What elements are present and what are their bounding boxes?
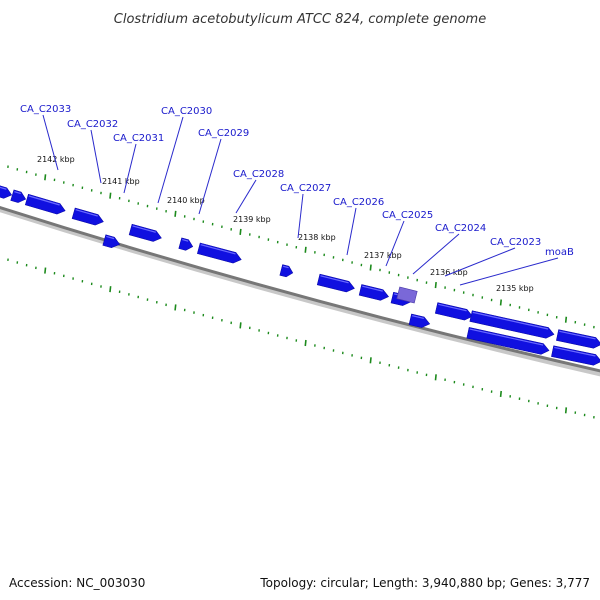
inner-tick-ring — [7, 258, 595, 419]
gene-label[interactable]: CA_C2024 — [435, 223, 486, 234]
gene-arrow — [10, 189, 27, 203]
gene-label[interactable]: CA_C2028 — [233, 169, 284, 180]
gene-arrow — [24, 193, 66, 215]
backbone-shadow — [0, 206, 600, 377]
gene-arrow — [466, 327, 550, 355]
inner-tick-major — [239, 322, 242, 329]
outer-tick-major — [239, 228, 242, 235]
gene-leader-line — [157, 116, 184, 204]
gene-arrow — [102, 234, 121, 249]
gene-label[interactable]: CA_C2033 — [20, 104, 71, 115]
inner-tick-major — [44, 267, 47, 274]
backbone-circle — [0, 206, 600, 373]
gene-leader-line — [444, 247, 516, 277]
outer-tick-major — [564, 316, 568, 323]
gene-leader-line — [346, 207, 357, 256]
gene-label[interactable]: CA_C2026 — [333, 197, 384, 208]
inner-tick-major — [499, 390, 502, 398]
outer-tick-major — [434, 282, 437, 289]
gene-arrow — [408, 313, 431, 328]
gene-arrow — [434, 302, 473, 321]
gene-leader-line — [235, 179, 257, 214]
gene-arrow — [0, 185, 13, 199]
outer-tick-major — [174, 210, 177, 217]
inner-tick-major — [109, 286, 112, 293]
gene-label[interactable]: CA_C2031 — [113, 133, 164, 144]
inner-tick-major — [304, 339, 307, 347]
gene-arrow-highlighted — [396, 286, 418, 304]
gene-label[interactable]: moaB — [545, 247, 574, 258]
accession-text: Accession: NC_003030 — [9, 576, 145, 590]
gene-label[interactable]: CA_C2025 — [382, 210, 433, 221]
kbp-label: 2137 kbp — [364, 251, 402, 260]
gene-labels: CA_C2033 CA_C2032 CA_C2031 CA_C2030 CA_C2029… — [20, 104, 574, 286]
gene-label[interactable]: CA_C2030 — [161, 106, 212, 117]
gene-arrow — [551, 345, 600, 366]
inner-tick-major — [434, 374, 437, 381]
gene-leader-line — [385, 220, 405, 267]
gene-leader-line — [90, 129, 102, 184]
gene-arrow — [316, 273, 355, 293]
gene-track-outer — [0, 185, 600, 349]
inner-tick-major — [369, 357, 372, 364]
kbp-label: 2141 kbp — [102, 177, 140, 186]
outer-tick-major — [499, 299, 503, 306]
gene-label[interactable]: CA_C2032 — [67, 119, 118, 130]
gene-arrow — [128, 223, 162, 242]
gene-label[interactable]: CA_C2023 — [490, 237, 541, 248]
gene-leader-line — [123, 143, 137, 194]
gene-leader-line — [459, 257, 559, 286]
gene-leader-line — [198, 138, 222, 215]
gene-label[interactable]: CA_C2029 — [198, 128, 249, 139]
gene-arrow — [279, 264, 294, 278]
gene-arrow — [71, 207, 104, 226]
map-title: Clostridium acetobutylicum ATCC 824, com… — [114, 12, 486, 27]
gene-track-inner — [102, 234, 600, 366]
gene-label[interactable]: CA_C2027 — [280, 183, 331, 194]
kbp-label: 2136 kbp — [430, 268, 468, 277]
gene-leader-line — [297, 193, 304, 239]
gene-arrow — [178, 237, 194, 251]
kbp-label: 2138 kbp — [298, 233, 336, 242]
gene-leader-line — [42, 114, 59, 171]
gene-arrow — [197, 242, 242, 264]
inner-tick-major — [564, 407, 568, 414]
kbp-labels: 2142 kbp 2141 kbp 2140 kbp 2139 kbp 2138 kbp… — [37, 155, 534, 293]
outer-tick-major — [109, 192, 112, 199]
gene-arrow — [358, 284, 389, 301]
genome-summary-text: Topology: circular; Length: 3,940,880 bp… — [259, 576, 590, 590]
kbp-label: 2139 kbp — [233, 215, 271, 224]
gene-arrow — [556, 329, 600, 349]
gene-arrow — [469, 310, 555, 339]
outer-tick-ring — [7, 165, 595, 329]
outer-tick-major — [44, 174, 47, 181]
kbp-label: 2142 kbp — [37, 155, 75, 164]
kbp-label: 2135 kbp — [496, 284, 534, 293]
gene-leader-line — [412, 233, 460, 275]
outer-tick-major — [304, 246, 307, 253]
kbp-label: 2140 kbp — [167, 196, 205, 205]
inner-tick-major — [174, 304, 177, 311]
outer-tick-major — [369, 264, 372, 271]
